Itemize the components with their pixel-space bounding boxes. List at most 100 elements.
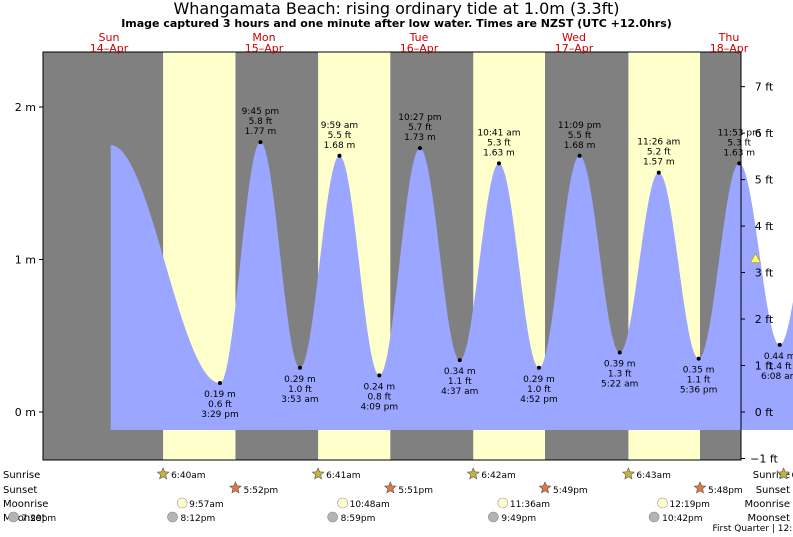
- low-tide-time: 3:53 am: [281, 395, 318, 405]
- moonset-row-label-left: Moonset: [3, 513, 46, 524]
- low-tide-point: [377, 373, 382, 378]
- sunrise-time: 6:44am: [792, 471, 793, 481]
- sunset-row-label-right: Sunset: [756, 485, 790, 496]
- high-tide-metres: 1.57 m: [643, 158, 675, 168]
- high-tide-time: 9:59 am: [321, 121, 358, 131]
- high-tide-point: [417, 146, 422, 151]
- low-tide-feet: 0.8 ft: [367, 392, 391, 402]
- sunset-star-icon: [383, 481, 397, 494]
- sunset-time: 5:52pm: [243, 486, 278, 496]
- low-tide-feet: 1.4 ft: [768, 362, 792, 372]
- moonrise-row-label-left: Moonrise: [3, 499, 48, 510]
- day-of-week-label: Mon: [252, 31, 275, 44]
- low-tide-feet: 1.1 ft: [448, 377, 472, 387]
- high-tide-time: 11:09 pm: [558, 121, 601, 131]
- sunrise-star-icon: [777, 467, 791, 480]
- moonset-row-label-right: Moonset: [748, 513, 791, 524]
- y-right-tick-label: 3 ft: [755, 267, 774, 280]
- low-tide-point: [777, 342, 782, 347]
- day-of-week-label: Thu: [718, 31, 740, 44]
- sunrise-time: 6:41am: [326, 471, 361, 481]
- low-tide-time: 5:22 am: [601, 380, 638, 390]
- sunset-time: 5:48pm: [708, 486, 743, 496]
- date-label: 18–Apr: [710, 42, 749, 55]
- high-tide-point: [337, 153, 342, 158]
- sunset-time: 5:51pm: [398, 486, 433, 496]
- date-label: 14–Apr: [90, 42, 129, 55]
- high-tide-time: 10:27 pm: [398, 113, 441, 123]
- moonrise-moon-icon: [657, 497, 668, 509]
- low-tide-metres: 0.39 m: [604, 360, 636, 370]
- high-tide-time: 10:41 am: [477, 128, 520, 138]
- y-right-tick-label: 6 ft: [755, 127, 774, 140]
- moonrise-moon-icon: [497, 497, 509, 509]
- high-tide-point: [496, 161, 501, 166]
- day-of-week-label: Tue: [409, 31, 429, 44]
- low-tide-time: 4:52 pm: [520, 395, 558, 405]
- sunrise-row-label-left: Sunrise: [3, 470, 40, 481]
- moonrise-moon-icon: [337, 497, 348, 509]
- low-tide-metres: 0.44 m: [764, 352, 793, 362]
- moonset-time: 10:42pm: [662, 514, 702, 524]
- low-tide-feet: 1.3 ft: [608, 370, 632, 380]
- high-tide-feet: 5.5 ft: [328, 131, 352, 141]
- low-tide-metres: 0.29 m: [284, 375, 316, 385]
- y-right-tick-label: 1 ft: [755, 360, 774, 373]
- high-tide-feet: 5.2 ft: [647, 148, 671, 158]
- low-tide-metres: 0.24 m: [363, 382, 395, 392]
- plot-frame: [42, 51, 742, 461]
- date-label: 17–Apr: [555, 42, 594, 55]
- low-tide-time: 4:09 pm: [361, 402, 399, 412]
- moonset-moon-icon: [8, 511, 19, 523]
- low-tide-feet: 1.1 ft: [687, 376, 711, 386]
- date-label: 16–Apr: [400, 42, 439, 55]
- high-tide-feet: 5.8 ft: [249, 117, 273, 127]
- low-tide-metres: 0.35 m: [683, 366, 715, 376]
- low-tide-feet: 1.0 ft: [527, 385, 551, 395]
- low-tide-point: [617, 350, 622, 355]
- y-right-tick-label: 7 ft: [755, 81, 774, 94]
- high-tide-time: 11:53 pm: [718, 128, 761, 138]
- moonset-moon-icon: [167, 511, 178, 523]
- sunset-time: 5:49pm: [553, 486, 588, 496]
- current-tide-marker: [749, 252, 762, 263]
- chart-subtitle: Image captured 3 hours and one minute af…: [121, 17, 672, 30]
- sunrise-time: 6:42am: [481, 471, 516, 481]
- sunset-star-icon: [229, 481, 242, 494]
- high-tide-point: [577, 153, 582, 158]
- high-tide-metres: 1.63 m: [723, 148, 755, 158]
- low-tide-time: 6:08 am: [761, 372, 793, 382]
- moonset-moon-icon: [488, 511, 499, 523]
- sunrise-star-icon: [621, 467, 635, 480]
- y-left-tick-label: 1 m: [15, 254, 36, 267]
- moonset-time: 8:59pm: [341, 514, 376, 524]
- low-tide-point: [217, 381, 222, 386]
- chart-title: Whangamata Beach: rising ordinary tide a…: [173, 0, 620, 18]
- high-tide-feet: 5.5 ft: [568, 131, 592, 141]
- moonrise-time: 10:48am: [350, 500, 390, 510]
- moonset-moon-icon: [327, 511, 338, 523]
- y-left-tick-label: 0 m: [15, 406, 36, 419]
- moonrise-time: 12:19pm: [670, 500, 710, 510]
- high-tide-feet: 5.3 ft: [727, 138, 751, 148]
- low-tide-metres: 0.19 m: [204, 390, 236, 400]
- sunrise-row-label-right: Sunrise: [753, 470, 790, 481]
- high-tide-feet: 5.3 ft: [487, 138, 511, 148]
- high-tide-metres: 1.77 m: [245, 127, 277, 137]
- low-tide-point: [457, 358, 462, 363]
- y-left-tick-label: 2 m: [15, 101, 36, 114]
- low-tide-metres: 0.29 m: [523, 375, 555, 385]
- moonrise-time: 11:36am: [510, 500, 550, 510]
- low-tide-point: [696, 356, 701, 361]
- y-right-tick-label: 2 ft: [755, 313, 774, 326]
- y-right-tick-label: 4 ft: [755, 220, 774, 233]
- moonrise-moon-icon: [176, 497, 188, 509]
- sunrise-time: 6:40am: [171, 471, 206, 481]
- y-right-tick-label: 5 ft: [755, 174, 774, 187]
- low-tide-time: 4:37 am: [441, 387, 478, 397]
- high-tide-metres: 1.63 m: [483, 148, 515, 158]
- low-tide-feet: 0.6 ft: [208, 400, 232, 410]
- day-of-week-label: Wed: [562, 31, 586, 44]
- high-tide-point: [656, 170, 661, 175]
